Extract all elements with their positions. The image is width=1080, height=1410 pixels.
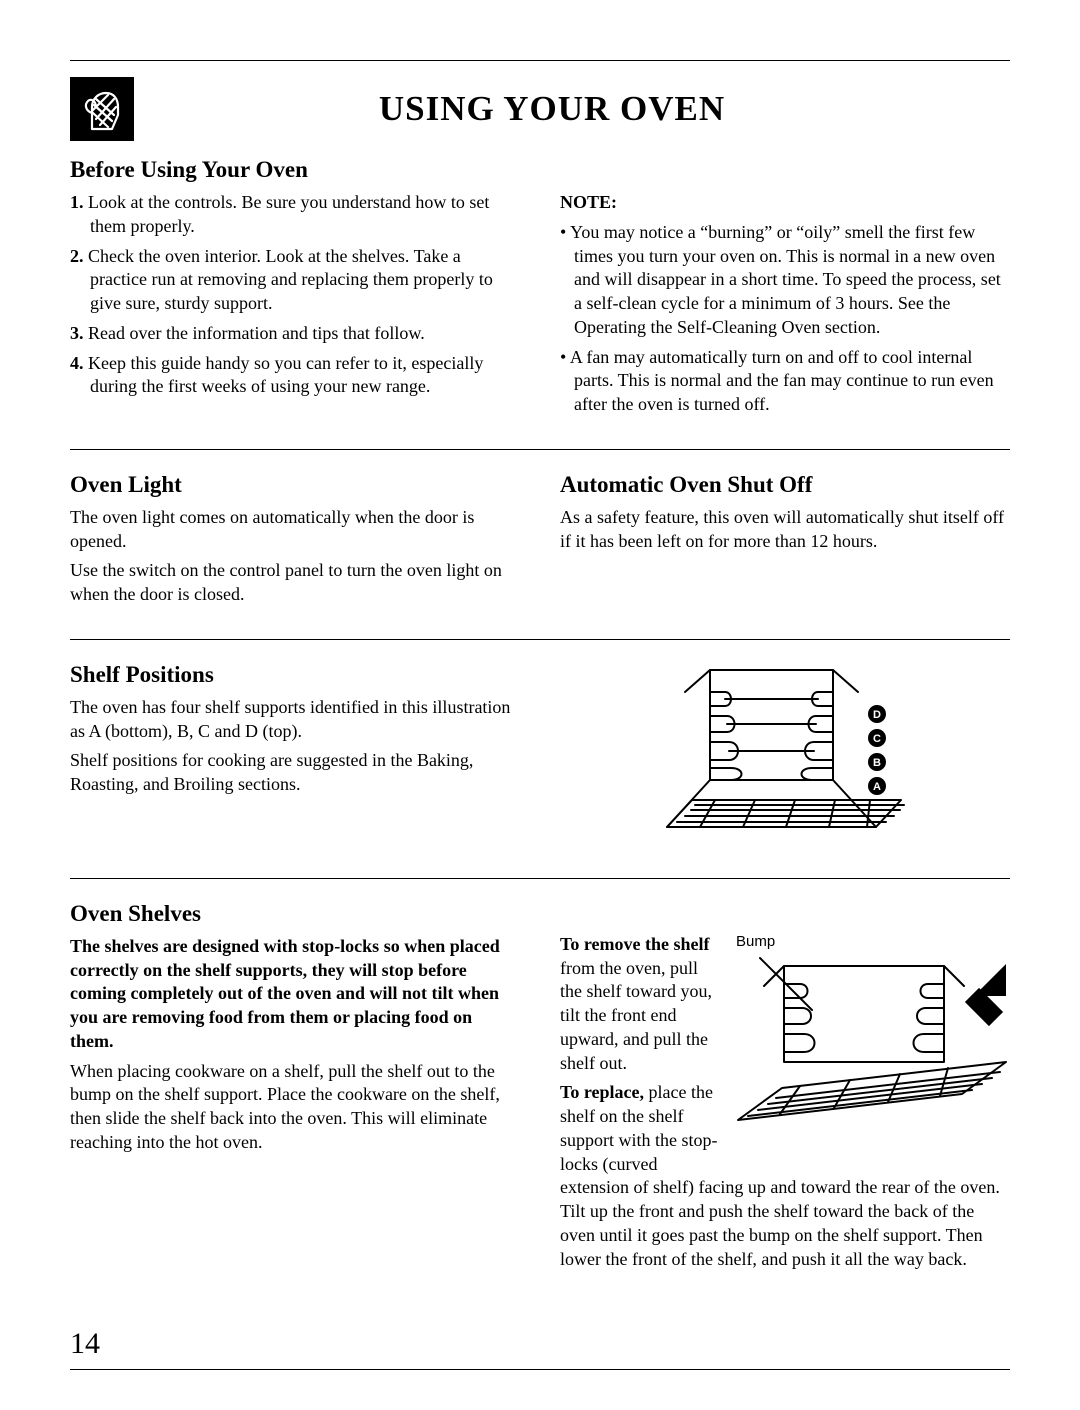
page-title: USING YOUR OVEN — [158, 89, 946, 129]
top-rule — [70, 60, 1010, 61]
shelf-label-c: C — [873, 733, 881, 745]
note-list: You may notice a “burning” or “oily” sme… — [560, 221, 1010, 417]
heading-shutoff: Automatic Oven Shut Off — [560, 472, 1010, 498]
body-text: Use the switch on the control panel to t… — [70, 559, 520, 607]
heading-before: Before Using Your Oven — [70, 157, 1010, 183]
list-item: You may notice a “burning” or “oily” sme… — [560, 221, 1010, 340]
oven-mitt-icon — [70, 77, 134, 141]
shelf-positions-figure: D C B A — [655, 662, 915, 852]
list-item: 3. Read over the information and tips th… — [70, 322, 520, 346]
before-steps: 1. Look at the controls. Be sure you und… — [70, 191, 520, 399]
list-item: 1. Look at the controls. Be sure you und… — [70, 191, 520, 239]
note-label: NOTE: — [560, 191, 1010, 215]
shelf-label-b: B — [873, 757, 881, 769]
body-text-bold: The shelves are designed with stop-locks… — [70, 935, 520, 1054]
shelf-label-d: D — [873, 709, 881, 721]
remove-shelf-figure: Bump — [730, 933, 1010, 1147]
body-text: Shelf positions for cooking are suggeste… — [70, 749, 520, 797]
bottom-rule — [70, 1369, 1010, 1370]
list-item: 4. Keep this guide handy so you can refe… — [70, 352, 520, 400]
section-shelf-positions: Shelf Positions The oven has four shelf … — [70, 662, 1010, 852]
divider — [70, 878, 1010, 879]
body-text: The oven light comes on automatically wh… — [70, 506, 520, 554]
list-item: 2. Check the oven interior. Look at the … — [70, 245, 520, 316]
body-text: As a safety feature, this oven will auto… — [560, 506, 1010, 554]
heading-light: Oven Light — [70, 472, 520, 498]
list-item: A fan may automatically turn on and off … — [560, 346, 1010, 417]
body-text: The oven has four shelf supports identif… — [70, 696, 520, 744]
heading-shelves: Oven Shelves — [70, 901, 520, 927]
section-oven-shelves: Oven Shelves The shelves are designed wi… — [70, 901, 1010, 1278]
page-header: USING YOUR OVEN — [70, 77, 1010, 141]
section-before: Before Using Your Oven 1. Look at the co… — [70, 157, 1010, 423]
divider — [70, 449, 1010, 450]
page-number: 14 — [70, 1327, 1010, 1361]
body-text: When placing cookware on a shelf, pull t… — [70, 1060, 520, 1155]
heading-shelf: Shelf Positions — [70, 662, 520, 688]
section-light-shutoff: Oven Light The oven light comes on autom… — [70, 472, 1010, 613]
divider — [70, 639, 1010, 640]
figure-label-bump: Bump — [736, 933, 1010, 950]
shelf-label-a: A — [873, 781, 881, 793]
